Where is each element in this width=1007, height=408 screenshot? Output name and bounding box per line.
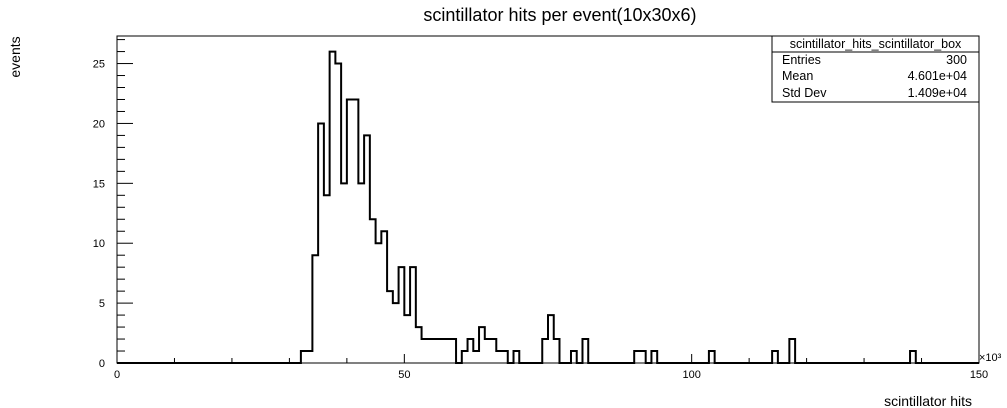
- histogram-bin: [427, 339, 433, 363]
- y-tick-label: 10: [93, 238, 105, 250]
- stats-entries-label: Entries: [782, 53, 821, 67]
- histogram-bin: [341, 183, 347, 363]
- histogram-bin: [473, 351, 479, 363]
- x-axis-multiplier: ×10³: [979, 352, 1002, 364]
- histogram-bin: [422, 339, 428, 363]
- histogram-outline: [117, 50, 979, 364]
- y-tick-label: 0: [99, 358, 105, 370]
- histogram-bin: [376, 243, 382, 363]
- x-tick-label: 150: [970, 369, 988, 381]
- x-axis-tick-labels: 0 50 100 150: [114, 369, 988, 381]
- stats-mean-label: Mean: [782, 69, 813, 83]
- x-tick-label: 50: [398, 369, 410, 381]
- stats-entries-value: 300: [946, 53, 967, 67]
- histogram-bin: [358, 183, 364, 363]
- y-tick-label: 5: [99, 298, 105, 310]
- stats-box-name: scintillator_hits_scintillator_box: [790, 37, 962, 51]
- x-tick-label: 0: [114, 369, 120, 381]
- stats-box-frame: [771, 35, 980, 103]
- y-axis-title: events: [7, 36, 23, 77]
- histogram-bin: [404, 315, 410, 363]
- plot-frame: [116, 35, 980, 364]
- y-tick-label: 20: [93, 118, 105, 130]
- x-axis-ticks: [116, 354, 980, 363]
- histogram-bin: [324, 195, 330, 363]
- y-tick-label: 25: [93, 59, 105, 71]
- stats-stddev-value: 1.409e+04: [908, 86, 967, 100]
- histogram-bin: [439, 339, 445, 363]
- chart-title: scintillator hits per event(10x30x6): [423, 5, 696, 25]
- y-axis-tick-labels: 0 5 10 15 20 25: [93, 59, 105, 370]
- stats-mean-value: 4.601e+04: [908, 69, 967, 83]
- y-tick-label: 15: [93, 178, 105, 190]
- histogram-bin: [307, 351, 313, 363]
- x-tick-label: 100: [682, 369, 700, 381]
- x-axis-title: scintillator hits: [884, 393, 972, 408]
- histogram-bin: [445, 339, 451, 363]
- histogram-bin: [496, 351, 502, 363]
- histogram-bin: [485, 339, 491, 363]
- y-axis-ticks: [117, 39, 133, 364]
- histogram-bin: [433, 339, 439, 363]
- stats-box: scintillator_hits_scintillator_box Entri…: [771, 35, 980, 103]
- stats-stddev-label: Std Dev: [782, 86, 827, 100]
- histogram-bin: [393, 303, 399, 363]
